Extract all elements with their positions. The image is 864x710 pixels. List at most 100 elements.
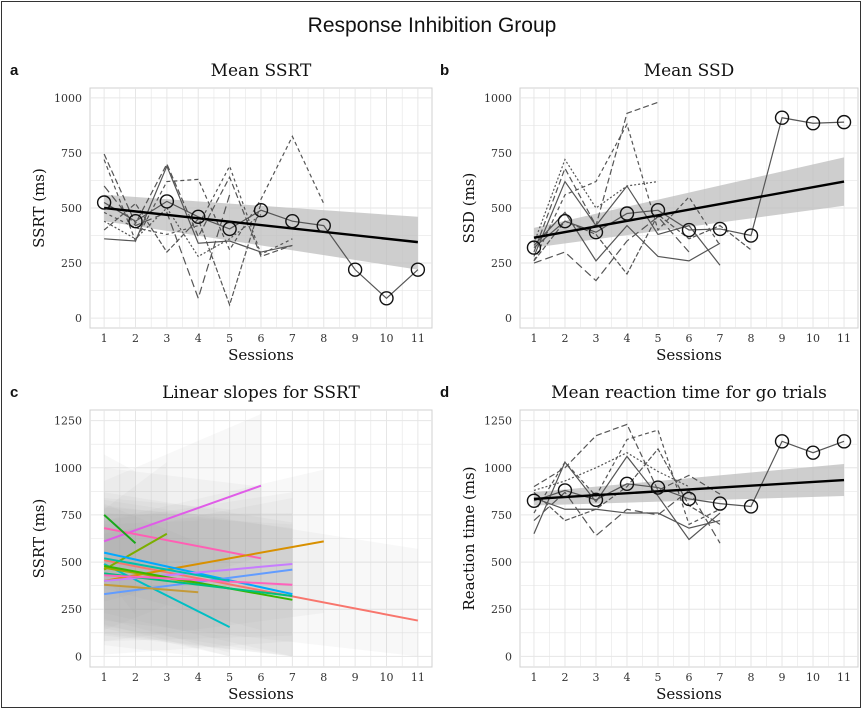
y-axis-label: SSRT (ms) [30, 168, 48, 248]
x-tick-label: 8 [320, 671, 327, 684]
y-tick-label: 750 [491, 147, 512, 160]
mean-point [712, 496, 728, 511]
x-tick-label: 6 [258, 332, 265, 345]
slope-ribbon [104, 499, 418, 657]
y-tick-label: 250 [491, 603, 512, 616]
x-tick-label: 8 [748, 332, 755, 345]
panel-title: Linear slopes for SSRT [162, 383, 360, 403]
y-axis-label: Reaction time (ms) [460, 466, 478, 610]
mean-point [222, 221, 237, 237]
x-tick-label: 7 [717, 671, 724, 684]
subject-line [103, 207, 262, 258]
subject-line [103, 200, 419, 300]
panel-letter-c: c [10, 384, 19, 401]
mean-point [743, 499, 759, 514]
mean-point [836, 114, 852, 130]
x-tick-label: 1 [101, 332, 108, 345]
slope-line [103, 532, 168, 571]
slope-line [103, 557, 230, 582]
x-tick-label: 6 [258, 671, 265, 684]
x-tick-label: 4 [195, 332, 202, 345]
confidence-ribbon [104, 194, 418, 270]
x-tick-label: 4 [623, 332, 630, 345]
mean-point [557, 483, 573, 498]
y-tick-label: 250 [61, 257, 82, 270]
mean-point [526, 240, 542, 255]
slope-line [104, 583, 199, 594]
x-tick-label: 9 [779, 671, 786, 684]
subject-line [104, 164, 293, 253]
x-tick-label: 2 [561, 671, 568, 684]
y-tick-label: 0 [75, 312, 82, 325]
x-tick-label: 1 [530, 671, 537, 684]
x-tick-label: 11 [411, 671, 425, 684]
subject-line [103, 185, 231, 301]
y-tick-label: 1000 [54, 462, 82, 475]
mean-point [191, 209, 206, 225]
mean-point [253, 203, 269, 218]
mean-point [619, 206, 635, 221]
mean-point [743, 228, 759, 243]
mean-point [650, 480, 666, 495]
slope-line [103, 527, 262, 560]
subject-line [103, 202, 262, 307]
x-tick-label: 5 [226, 671, 233, 684]
slope-line [103, 484, 262, 543]
y-tick-label: 250 [491, 257, 512, 270]
x-tick-label: 7 [289, 332, 296, 345]
y-tick-label: 0 [505, 312, 512, 325]
panel-b: 0 250 500 750 1000 1 2 3 4 5 6 7 8 9 10 11 Mean SSD Sessi… [460, 61, 859, 364]
panel-c: 0 250 500 750 1000 1250 1 2 3 4 5 6 7 8 9 10 11 Linear sl… [30, 383, 433, 703]
subject-line [533, 455, 721, 541]
mean-point [347, 262, 363, 277]
x-tick-label: 10 [380, 671, 394, 684]
x-tick-label: 3 [163, 332, 170, 345]
mean-point [285, 214, 300, 229]
panel-letter-a: a [10, 62, 19, 79]
x-tick-label: 1 [530, 332, 537, 345]
y-tick-label: 500 [61, 556, 82, 569]
subject-line [533, 497, 721, 529]
slope-line [104, 574, 293, 586]
x-tick-label: 5 [226, 332, 233, 345]
mean-point [128, 214, 143, 229]
y-tick-label: 1000 [54, 92, 82, 105]
x-tick-label: 7 [717, 332, 724, 345]
mean-point [681, 222, 697, 238]
x-tick-label: 3 [163, 671, 170, 684]
mean-point [650, 203, 666, 218]
slope-line [103, 564, 293, 601]
slope-ribbon [104, 469, 324, 642]
linear-fit-line [533, 478, 845, 501]
x-tick-label: 4 [195, 671, 202, 684]
y-tick-label: 1250 [54, 415, 82, 428]
subject-line [103, 153, 293, 258]
subject-line [533, 180, 721, 266]
mean-point [619, 476, 635, 491]
x-tick-label: 10 [806, 332, 820, 345]
x-tick-label: 10 [806, 671, 820, 684]
mean-point [805, 445, 821, 460]
slope-line [103, 563, 231, 629]
x-tick-label: 6 [686, 671, 693, 684]
x-tick-label: 7 [289, 671, 296, 684]
x-axis-label: Sessions [656, 346, 722, 364]
mean-point [316, 218, 331, 233]
x-tick-label: 5 [654, 671, 661, 684]
x-tick-label: 3 [592, 332, 599, 345]
x-tick-label: 4 [623, 671, 630, 684]
y-tick-label: 750 [61, 147, 82, 160]
y-tick-label: 750 [61, 509, 82, 522]
subject-line [533, 423, 721, 495]
panel-title: Mean reaction time for go trials [551, 383, 827, 403]
panel-letter-d: d [440, 384, 450, 401]
mean-point [379, 291, 394, 306]
y-tick-label: 0 [505, 650, 512, 663]
mean-point [836, 434, 852, 449]
y-tick-label: 500 [491, 556, 512, 569]
mean-point [588, 225, 604, 240]
x-tick-label: 2 [561, 332, 568, 345]
x-tick-label: 8 [320, 332, 327, 345]
y-tick-label: 250 [61, 603, 82, 616]
